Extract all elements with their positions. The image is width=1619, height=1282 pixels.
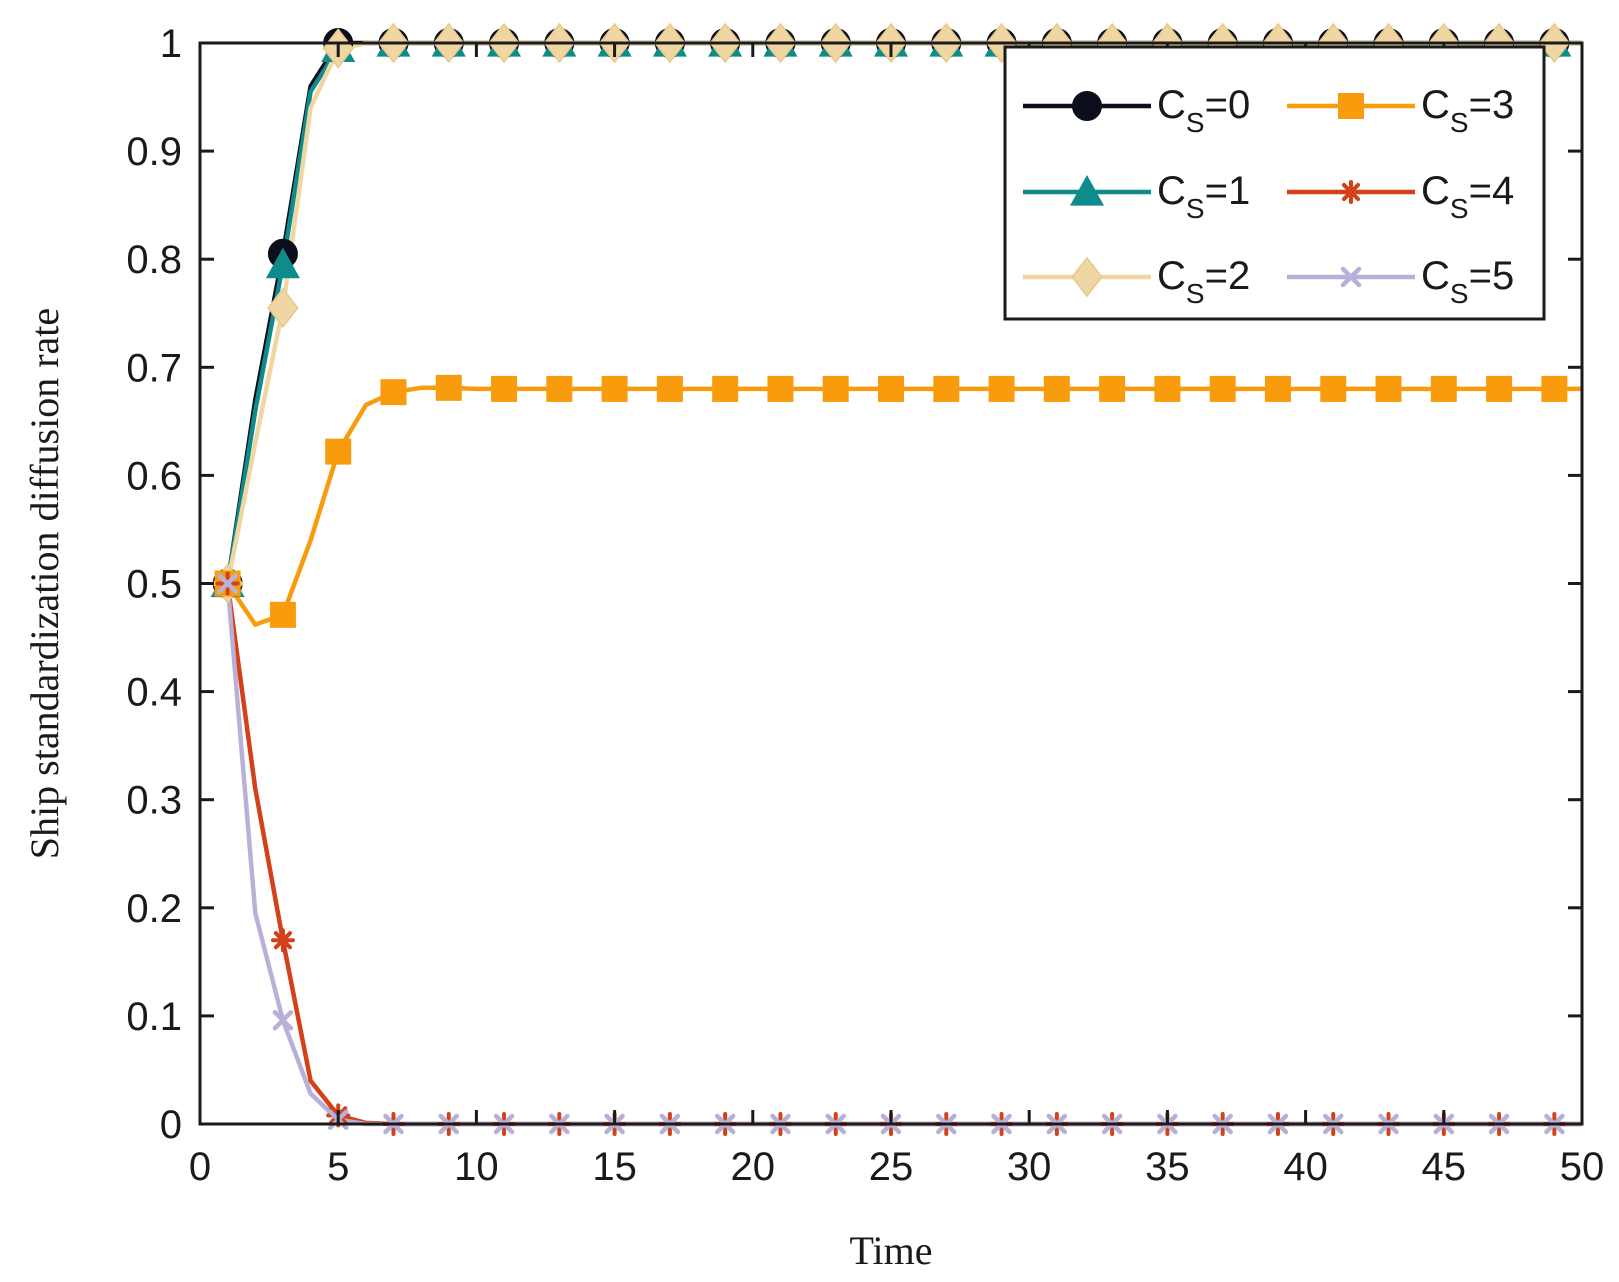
legend-label: CS=3: [1421, 83, 1514, 138]
legend-marker-icon: [1072, 91, 1102, 121]
data-point-series-3: [1154, 375, 1181, 402]
data-point-series-3: [933, 375, 960, 402]
data-point-series-2: [267, 287, 299, 329]
x-tick-label: 15: [592, 1145, 637, 1189]
data-point-series-3: [380, 379, 407, 406]
x-tick-label: 30: [1007, 1145, 1052, 1189]
data-point-series-5: [217, 573, 238, 594]
legend-label: CS=2: [1157, 254, 1250, 309]
legend-label: CS=1: [1157, 169, 1250, 224]
legend-label: CS=4: [1421, 169, 1514, 224]
y-tick-label: 0.8: [126, 238, 182, 282]
y-tick-label: 0.7: [126, 346, 182, 390]
legend-marker-icon: [1340, 266, 1362, 288]
data-point-series-3: [435, 374, 462, 401]
y-tick-label: 0.5: [126, 563, 182, 607]
data-point-series-3: [1375, 375, 1402, 402]
data-point-series-3: [269, 601, 296, 628]
y-tick-label: 0.6: [126, 454, 182, 498]
data-point-series-3: [1099, 375, 1126, 402]
data-point-series-3: [1043, 375, 1070, 402]
x-tick-label: 10: [454, 1145, 499, 1189]
legend-item-5: CS=5: [1287, 254, 1514, 309]
x-tick-label: 40: [1283, 1145, 1328, 1189]
legend-item-1: CS=1: [1023, 169, 1250, 224]
legend-item-2: CS=2: [1023, 254, 1250, 309]
y-tick-label: 0.2: [126, 887, 182, 931]
data-point-series-3: [601, 375, 628, 402]
legend-label: CS=0: [1157, 83, 1250, 138]
legend-item-3: CS=3: [1287, 83, 1514, 138]
data-point-series-3: [1486, 375, 1513, 402]
legend-marker-icon: [1339, 180, 1363, 204]
data-point-series-3: [546, 375, 573, 402]
x-tick-label: 45: [1422, 1145, 1467, 1189]
x-tick-label: 5: [327, 1145, 349, 1189]
y-tick-label: 0.3: [126, 779, 182, 823]
data-point-series-3: [1264, 375, 1291, 402]
legend-label: CS=5: [1421, 254, 1514, 309]
data-point-series-3: [656, 375, 683, 402]
x-axis-title: Time: [849, 1228, 932, 1273]
x-tick-label: 25: [869, 1145, 914, 1189]
data-point-series-3: [1541, 375, 1568, 402]
legend-marker-icon: [1070, 175, 1104, 206]
legend-item-0: CS=0: [1023, 83, 1250, 138]
data-point-series-3: [878, 375, 904, 402]
data-point-series-5: [272, 1009, 294, 1031]
x-tick-label: 20: [731, 1145, 776, 1189]
y-axis-title: Ship standardization diffusion rate: [22, 308, 67, 859]
data-point-series-3: [1430, 375, 1457, 402]
data-point-series-3: [1320, 375, 1347, 402]
tick-layer: 0 5 10 15 20 25 30 35 40 45 50 0 0.1 0.2 0.3 0.4 0.5 0.6 0…: [126, 22, 1604, 1189]
legend-marker-icon: [1338, 93, 1364, 119]
data-point-series-1: [265, 247, 300, 279]
x-tick-label: 0: [189, 1145, 211, 1189]
data-point-series-3: [988, 375, 1015, 402]
data-point-series-4: [270, 928, 295, 953]
y-tick-label: 0.4: [126, 671, 182, 715]
y-tick-label: 0: [160, 1103, 182, 1147]
legend-item-4: CS=4: [1287, 169, 1514, 224]
x-tick-label: 35: [1145, 1145, 1190, 1189]
data-point-series-3: [325, 438, 352, 465]
x-tick-label: 50: [1560, 1145, 1605, 1189]
legend: CS=0 CS=3 CS=1 CS=4 CS=2 CS=5: [1003, 45, 1546, 321]
y-tick-label: 0.9: [126, 130, 182, 174]
data-point-series-3: [712, 375, 739, 402]
data-point-series-3: [822, 375, 849, 402]
data-point-series-3: [1209, 375, 1236, 402]
y-tick-label: 1: [160, 22, 182, 66]
data-point-series-3: [767, 375, 794, 402]
y-tick-label: 0.1: [126, 995, 182, 1039]
data-point-series-3: [491, 375, 518, 402]
legend-marker-icon: [1071, 256, 1103, 298]
